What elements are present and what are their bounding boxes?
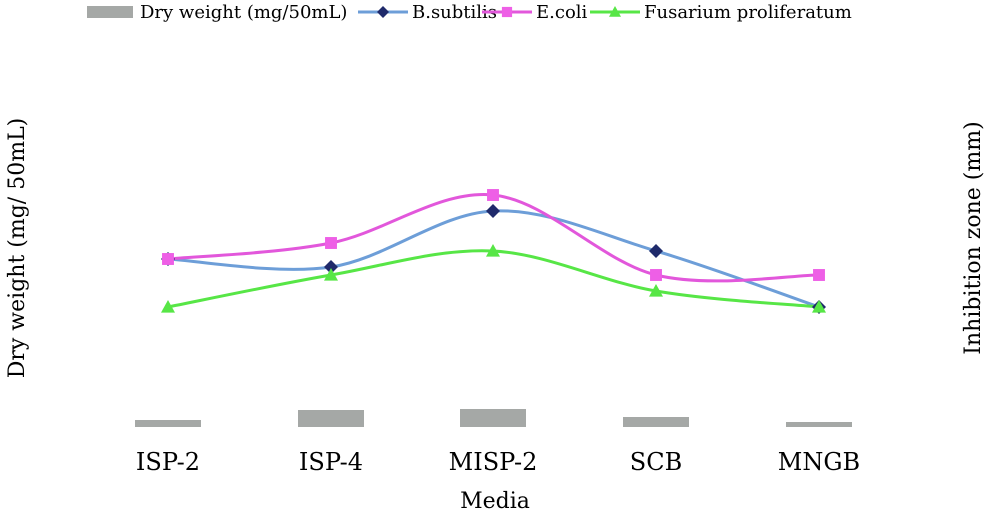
legend-label-fusarium-proliferatum: Fusarium proliferatum — [644, 2, 852, 23]
tick-label-scb: SCB — [630, 448, 682, 476]
point-fusarium-proliferatum-isp-2 — [161, 300, 175, 313]
point-fusarium-proliferatum-scb — [649, 284, 663, 297]
legend: Dry weight (mg/50mL) B.subtilis E.coli Fusa… — [87, 2, 852, 23]
y-axis-title: Dry weight (mg/ 50mL) — [5, 118, 30, 379]
line-b-subtilis — [167, 209, 820, 309]
tick-label-isp-2: ISP-2 — [136, 448, 200, 476]
bar-isp-2 — [135, 420, 201, 427]
x-tick-labels: ISP-2 ISP-4 MISP-2 SCB MNGB — [136, 448, 860, 476]
point-b-subtilis-misp-2 — [486, 204, 500, 218]
legend-label-e-coli: E.coli — [536, 2, 588, 23]
series-markers — [161, 189, 826, 314]
legend-swatch-dry-weight — [87, 6, 133, 18]
tick-label-isp-4: ISP-4 — [299, 448, 363, 476]
point-b-subtilis-scb — [649, 244, 663, 258]
line-fusarium-proliferatum — [167, 249, 820, 309]
point-e-coli-mngb — [813, 269, 825, 281]
bar-scb — [623, 417, 689, 427]
bar-misp-2 — [460, 409, 526, 427]
point-e-coli-misp-2 — [487, 189, 499, 201]
legend-label-dry-weight: Dry weight (mg/50mL) — [140, 2, 347, 23]
legend-marker-e-coli — [501, 6, 513, 18]
legend-marker-b-subtilis — [377, 6, 389, 18]
point-b-subtilis-isp-4 — [324, 260, 338, 274]
tick-label-mngb: MNGB — [778, 448, 860, 476]
legend-label-b-subtilis: B.subtilis — [412, 2, 497, 23]
legend-marker-fusarium-proliferatum — [609, 6, 621, 17]
y2-axis-title: Inhibition zone (mm) — [961, 121, 986, 354]
point-fusarium-proliferatum-misp-2 — [486, 244, 500, 257]
point-fusarium-proliferatum-isp-4 — [324, 268, 338, 281]
bar-isp-4 — [298, 410, 364, 427]
point-e-coli-isp-2 — [162, 253, 174, 265]
point-e-coli-isp-4 — [325, 237, 337, 249]
x-axis-title: Media — [460, 489, 530, 514]
point-e-coli-scb — [650, 269, 662, 281]
dry-weight-bars — [135, 409, 852, 427]
tick-label-misp-2: MISP-2 — [449, 448, 538, 476]
point-fusarium-proliferatum-mngb — [812, 300, 826, 313]
bar-mngb — [786, 422, 852, 427]
